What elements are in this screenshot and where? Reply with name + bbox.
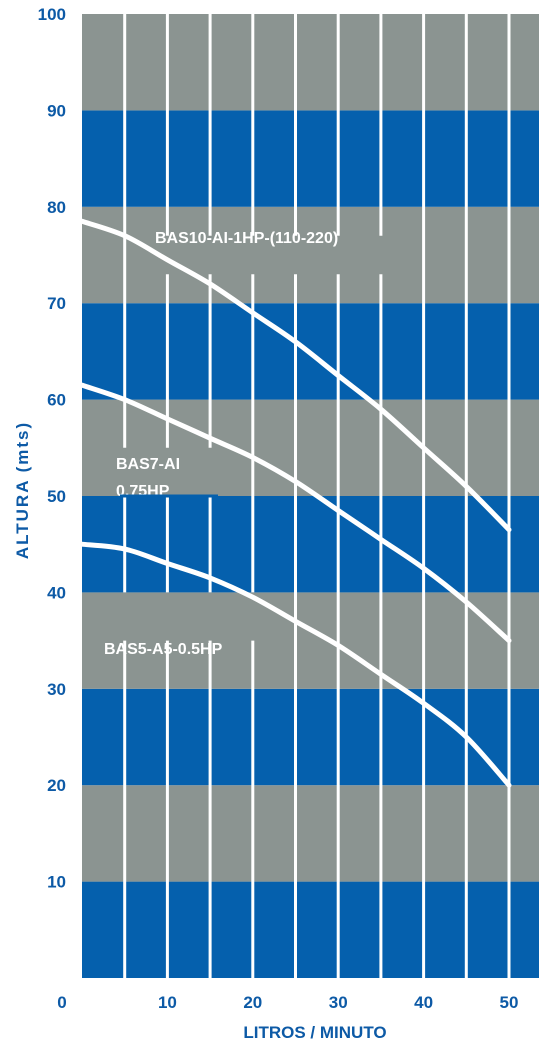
series-curves <box>79 218 512 788</box>
y-tick-label-10: 10 <box>47 873 66 892</box>
series-curve-2 <box>79 541 512 788</box>
y-tick-label-90: 90 <box>47 101 66 120</box>
band-50-60 <box>82 399 539 496</box>
series-curve-1 <box>79 382 512 644</box>
series-label-1: BAS7-AI <box>116 456 180 473</box>
y-tick-label-100: 100 <box>38 5 66 24</box>
x-tick-label-10: 10 <box>158 993 177 1012</box>
vertical-gridlines <box>123 14 511 978</box>
x-axis-title: LITROS / MINUTO <box>243 1023 386 1042</box>
y-axis-title: ALTURA (mts) <box>13 421 32 559</box>
x-tick-label-0: 0 <box>57 993 66 1012</box>
band-20-30 <box>82 688 539 786</box>
x-tick-label-40: 40 <box>414 993 433 1012</box>
y-tick-label-80: 80 <box>47 198 66 217</box>
y-tick-label-70: 70 <box>47 294 66 313</box>
x-tick-label-20: 20 <box>243 993 262 1012</box>
band-30-40 <box>82 592 539 689</box>
band-80-90 <box>82 110 539 207</box>
series-curve-0 <box>79 218 512 533</box>
background-bands <box>82 14 539 978</box>
band-0-10 <box>82 881 539 978</box>
y-tick-label-50: 50 <box>47 487 66 506</box>
band-90-100 <box>82 14 539 111</box>
y-tick-label-20: 20 <box>47 776 66 795</box>
band-40-50 <box>82 496 539 593</box>
band-70-80 <box>82 206 539 304</box>
y-tick-label-40: 40 <box>47 583 66 602</box>
series-label-0: BAS10-AI-1HP-(110-220) <box>155 230 338 247</box>
band-10-20 <box>82 785 539 882</box>
y-tick-label-60: 60 <box>47 391 66 410</box>
x-tick-label-30: 30 <box>329 993 348 1012</box>
y-tick-labels: 10 20 30 40 50 60 70 80 90 100 <box>38 5 66 892</box>
x-tick-label-50: 50 <box>500 993 519 1012</box>
y-tick-label-30: 30 <box>47 680 66 699</box>
series-label-2: BAS5-A5-0.5HP <box>104 641 223 658</box>
x-tick-labels: 0 10 20 30 40 50 <box>57 993 518 1012</box>
series-labels: BAS10-AI-1HP-(110-220)BAS7-AI0.75HPBAS5-… <box>104 230 338 658</box>
